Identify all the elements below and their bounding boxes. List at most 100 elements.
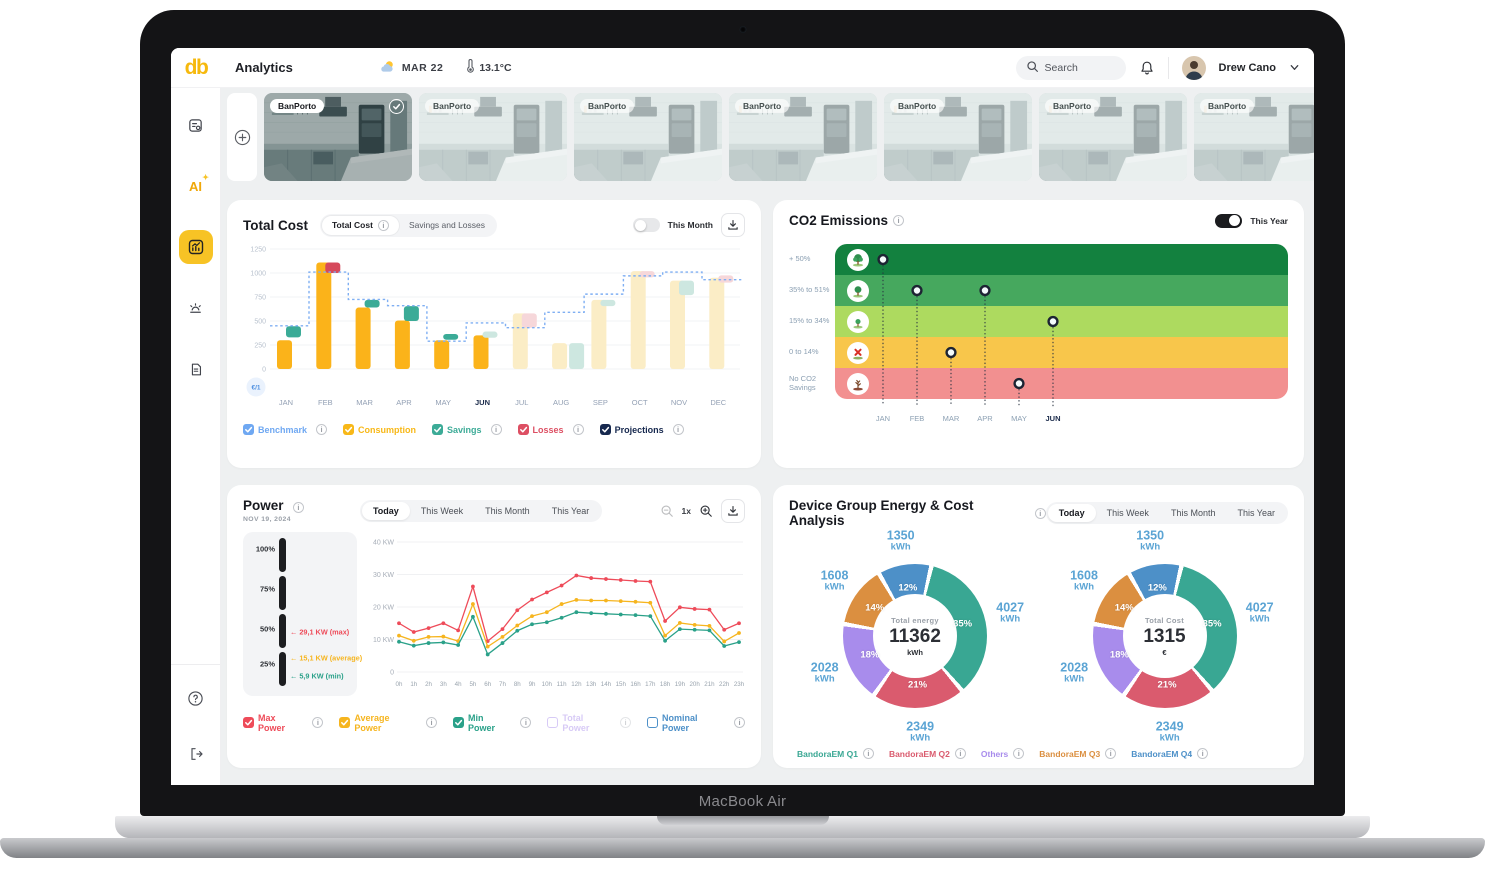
- search-placeholder: Search: [1044, 61, 1078, 74]
- camera-thumbnail[interactable]: BanPorto: [264, 93, 412, 181]
- download-button[interactable]: [721, 213, 745, 237]
- co2-title: CO2 Emissions: [789, 213, 889, 228]
- info-icon[interactable]: i: [1105, 748, 1117, 759]
- sidebar-item-reports[interactable]: [179, 352, 213, 386]
- sidebar-item-alerts[interactable]: [179, 291, 213, 325]
- power-title: Power: [243, 498, 284, 513]
- camera-thumbnail[interactable]: BanPorto: [884, 93, 1032, 181]
- dead-plant-icon: [847, 372, 869, 395]
- webcam-dot: [739, 26, 746, 33]
- sidebar-item-device-board[interactable]: [179, 108, 213, 142]
- camera-thumbnail[interactable]: BanPorto: [1194, 93, 1314, 181]
- legend-item[interactable]: Min Power i: [453, 713, 532, 733]
- date-label: MAR 22: [401, 61, 444, 74]
- total-cost-legend: Benchmark i Consumption Savings i Losses i Proj…: [243, 424, 745, 435]
- chevron-down-icon[interactable]: [1289, 62, 1300, 73]
- donut-center: Total energy 11362 kWh: [873, 594, 957, 678]
- toggle-label: This Month: [667, 220, 713, 230]
- zoom-out-icon[interactable]: [660, 504, 674, 518]
- this-month-toggle[interactable]: [632, 218, 660, 232]
- legend-item[interactable]: BandoraEM Q1 i: [797, 748, 874, 759]
- power-tab-this-week[interactable]: This Week: [420, 505, 464, 516]
- device-board-icon: [187, 117, 204, 134]
- co2-band: [835, 275, 1288, 306]
- legend-item[interactable]: Benchmark i: [243, 424, 328, 435]
- sidebar-item-help[interactable]: [179, 681, 213, 715]
- camera-thumbnail[interactable]: BanPorto: [574, 93, 722, 181]
- avatar[interactable]: [1181, 55, 1206, 80]
- info-icon[interactable]: i: [292, 502, 304, 514]
- power-tab-this-month[interactable]: This Month: [485, 505, 530, 516]
- legend-label: Projections: [614, 424, 664, 435]
- legend-checkbox: [453, 717, 465, 729]
- info-icon[interactable]: i: [954, 748, 966, 759]
- info-icon[interactable]: i: [620, 717, 632, 729]
- legend-item[interactable]: BandoraEM Q4 i: [1131, 748, 1209, 759]
- sidebar-item-logout[interactable]: [179, 737, 213, 771]
- legend-item[interactable]: Projections i: [599, 424, 684, 435]
- legend-item[interactable]: Max Power i: [243, 713, 324, 733]
- svg-text:21h: 21h: [704, 681, 715, 688]
- sidebar-item-analytics-chart[interactable]: [178, 230, 213, 264]
- app-logo[interactable]: db: [184, 55, 209, 79]
- legend-item[interactable]: Consumption: [343, 424, 416, 435]
- camera-thumbnail[interactable]: BanPorto: [729, 93, 877, 181]
- info-icon[interactable]: i: [316, 424, 328, 435]
- legend-item[interactable]: BandoraEM Q2 i: [889, 748, 966, 759]
- legend-item[interactable]: Others i: [981, 748, 1025, 759]
- ai-assistant-icon: AI ✦: [189, 172, 209, 194]
- alerts-icon: [187, 300, 204, 317]
- legend-item[interactable]: Average Power i: [339, 713, 438, 733]
- sidebar-item-ai-assistant[interactable]: AI ✦: [179, 169, 213, 203]
- gauge-segment: [279, 651, 286, 686]
- info-icon[interactable]: i: [1034, 507, 1046, 519]
- total-cost-card: Total Cost Total Cost i Savings and Losses…: [227, 200, 761, 468]
- svg-text:18h: 18h: [660, 681, 671, 688]
- legend-item[interactable]: Total Power i: [547, 713, 632, 733]
- info-icon[interactable]: i: [672, 424, 684, 435]
- download-button[interactable]: [721, 498, 745, 523]
- camera-label: BanPorto: [1045, 99, 1100, 113]
- device-tab-this-year[interactable]: This Year: [1237, 508, 1275, 518]
- info-icon[interactable]: i: [520, 717, 532, 729]
- power-tab-today[interactable]: Today: [361, 501, 410, 520]
- donut-percent-label: 35%: [953, 618, 973, 630]
- camera-label: BanPorto: [890, 99, 945, 113]
- info-icon[interactable]: i: [572, 424, 584, 435]
- camera-thumbnail[interactable]: BanPorto: [419, 93, 567, 181]
- notifications-bell-icon[interactable]: [1139, 60, 1155, 76]
- laptop-base: [0, 838, 1485, 858]
- segment-total-cost[interactable]: Total Cost i: [322, 215, 399, 235]
- search-input[interactable]: Search: [1015, 55, 1126, 80]
- legend-item[interactable]: Savings i: [432, 424, 502, 435]
- info-icon[interactable]: i: [893, 215, 905, 226]
- gauge-annotation: ← 29,1 KW (max): [290, 627, 350, 637]
- power-tab-this-year[interactable]: This Year: [551, 505, 590, 516]
- donut-percent-label: 14%: [1114, 602, 1134, 614]
- add-camera-button[interactable]: [227, 93, 257, 181]
- svg-text:MAY: MAY: [435, 398, 451, 407]
- segment-savings-and-losses[interactable]: Savings and Losses: [408, 220, 486, 230]
- info-icon[interactable]: i: [312, 717, 324, 729]
- device-group-card: Device Group Energy & Cost Analysis i To…: [773, 485, 1304, 768]
- device-tab-this-month[interactable]: This Month: [1170, 508, 1216, 518]
- reports-icon: [188, 361, 204, 378]
- info-icon[interactable]: i: [862, 748, 874, 759]
- info-icon[interactable]: i: [734, 717, 746, 729]
- camera-thumbnail[interactable]: BanPorto: [1039, 93, 1187, 181]
- device-tab-today[interactable]: Today: [1047, 504, 1096, 522]
- info-icon[interactable]: i: [1197, 748, 1209, 759]
- plus-icon: [234, 129, 251, 146]
- info-icon[interactable]: i: [377, 219, 389, 231]
- legend-item[interactable]: BandoraEM Q3 i: [1039, 748, 1117, 759]
- legend-item[interactable]: Nominal Power i: [647, 713, 746, 733]
- laptop-hinge: [115, 816, 1370, 838]
- legend-checkbox: [599, 424, 611, 435]
- info-icon[interactable]: i: [426, 717, 438, 729]
- this-year-toggle[interactable]: [1215, 213, 1243, 228]
- info-icon[interactable]: i: [490, 424, 502, 435]
- legend-item[interactable]: Losses i: [517, 424, 584, 435]
- info-icon[interactable]: i: [1013, 748, 1025, 759]
- zoom-in-icon[interactable]: [699, 504, 713, 518]
- device-tab-this-week[interactable]: This Week: [1106, 508, 1149, 518]
